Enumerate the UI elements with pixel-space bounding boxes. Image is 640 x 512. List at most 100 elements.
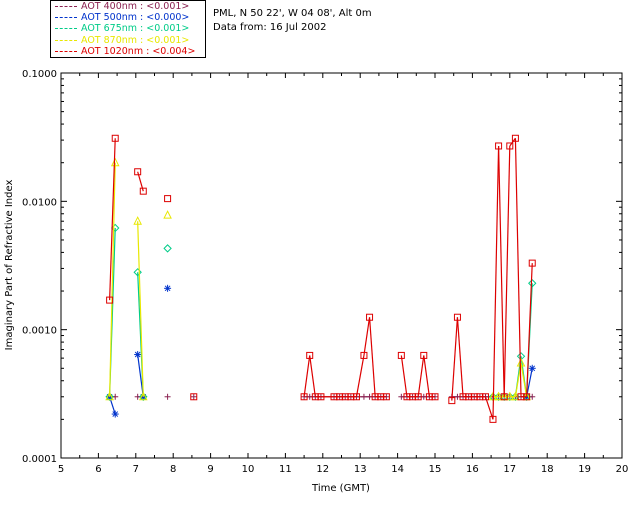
data-point <box>317 393 325 401</box>
data-point <box>134 351 142 359</box>
x-tick-label: 9 <box>207 464 213 475</box>
x-tick-label: 5 <box>58 464 64 475</box>
data-point <box>448 397 456 405</box>
series-line-segment <box>451 317 459 401</box>
legend-item-675nm: AOT 675nm : <0.001> <box>51 23 205 34</box>
series-line-segment <box>456 317 464 397</box>
data-point <box>414 393 422 401</box>
legend-swatch-1020nm <box>55 50 77 52</box>
data-point <box>360 393 367 400</box>
series-line-segment <box>514 138 522 397</box>
legend-swatch-675nm <box>55 28 77 30</box>
data-point <box>489 415 497 423</box>
x-axis-label: Time (GMT) <box>311 483 370 494</box>
x-tick-label: 17 <box>503 464 516 475</box>
data-point <box>352 393 360 401</box>
series-aot-1020nm <box>106 134 536 423</box>
data-point <box>190 393 197 400</box>
data-point <box>528 364 536 372</box>
series-line-segment <box>368 317 376 397</box>
legend-swatch-400nm <box>55 6 77 7</box>
x-tick-label: 7 <box>133 464 139 475</box>
x-tick-label: 13 <box>354 464 367 475</box>
series-line-segment <box>109 138 116 301</box>
series-line-segment <box>309 355 316 397</box>
site-info: PML, N 50 22', W 04 08', Alt 0m Data fro… <box>213 7 372 35</box>
legend-swatch-500nm <box>55 17 77 19</box>
series-line-segment <box>109 162 116 397</box>
legend-item-870nm: AOT 870nm : <0.001> <box>51 35 205 46</box>
data-point <box>528 259 536 267</box>
data-point <box>397 351 405 359</box>
data-point <box>300 393 308 401</box>
legend-label-870nm: AOT 870nm : <0.001> <box>81 34 190 46</box>
data-point <box>164 393 171 400</box>
data-point <box>495 142 503 150</box>
data-point <box>382 393 390 401</box>
series-aot-675nm <box>105 223 537 401</box>
data-point <box>511 391 520 401</box>
series-aot-870nm <box>105 157 531 401</box>
series-line-segment <box>137 221 144 397</box>
series-line-segment <box>423 355 430 397</box>
data-point <box>511 134 519 142</box>
data-point <box>133 268 142 277</box>
legend-swatch-870nm <box>55 39 77 41</box>
x-tick-label: 19 <box>578 464 591 475</box>
x-tick-label: 12 <box>316 464 329 475</box>
data-point <box>398 393 405 400</box>
series-line-segment <box>509 137 516 147</box>
series-line-segment <box>417 355 425 397</box>
data-point <box>420 393 427 400</box>
x-tick-label: 15 <box>429 464 442 475</box>
y-tick-label: 0.0100 <box>22 197 57 208</box>
data-point <box>164 195 172 203</box>
data-point <box>494 391 503 401</box>
legend-item-400nm: AOT 400nm : <0.001> <box>51 1 205 12</box>
series-layer <box>105 134 537 423</box>
data-point <box>138 391 148 401</box>
data-point <box>111 134 119 142</box>
data-point <box>163 244 172 253</box>
series-line-segment <box>526 368 533 397</box>
x-tick-label: 6 <box>95 464 101 475</box>
series-line-segment <box>526 263 533 397</box>
data-point <box>105 391 114 401</box>
data-point <box>453 313 461 321</box>
data-point <box>500 393 508 401</box>
site-date: Data from: 16 Jul 2002 <box>213 22 327 33</box>
data-point <box>111 223 120 233</box>
data-point <box>528 279 537 288</box>
data-point <box>111 410 119 418</box>
legend-item-500nm: AOT 500nm : <0.000> <box>51 12 205 23</box>
data-point <box>420 351 428 359</box>
series-line-segment <box>492 145 500 420</box>
y-tick-label: 0.1000 <box>22 69 57 80</box>
data-point <box>134 168 142 176</box>
data-point <box>366 313 374 321</box>
data-point <box>164 284 172 292</box>
legend-label-400nm: AOT 400nm : <0.001> <box>81 1 190 12</box>
legend-item-1020nm: AOT 1020nm : <0.004> <box>51 46 205 57</box>
data-point <box>139 187 147 195</box>
series-line-segment <box>497 145 505 397</box>
y-axis: 0.0001 0.0010 0.0100 0.1000 <box>22 69 622 465</box>
series-line-segment <box>303 355 311 397</box>
x-axis: 5 6 7 8 9 10 11 12 13 14 15 16 17 18 19 20 <box>58 73 628 475</box>
series-line-segment <box>503 145 511 397</box>
legend-label-1020nm: AOT 1020nm : <0.004> <box>81 45 196 57</box>
series-line-segment <box>363 317 371 356</box>
data-point <box>506 142 514 150</box>
x-tick-label: 11 <box>279 464 292 475</box>
data-point <box>523 393 531 401</box>
data-point <box>106 296 114 304</box>
data-point <box>360 351 368 359</box>
legend-label-675nm: AOT 675nm : <0.001> <box>81 23 190 35</box>
y-axis-label: Imaginary Part of Refractive Index <box>4 180 15 351</box>
x-tick-label: 14 <box>391 464 404 475</box>
data-point <box>431 393 439 401</box>
data-point <box>366 393 373 400</box>
site-location: PML, N 50 22', W 04 08', Alt 0m <box>213 8 372 19</box>
x-tick-label: 8 <box>170 464 176 475</box>
data-point <box>454 393 461 400</box>
